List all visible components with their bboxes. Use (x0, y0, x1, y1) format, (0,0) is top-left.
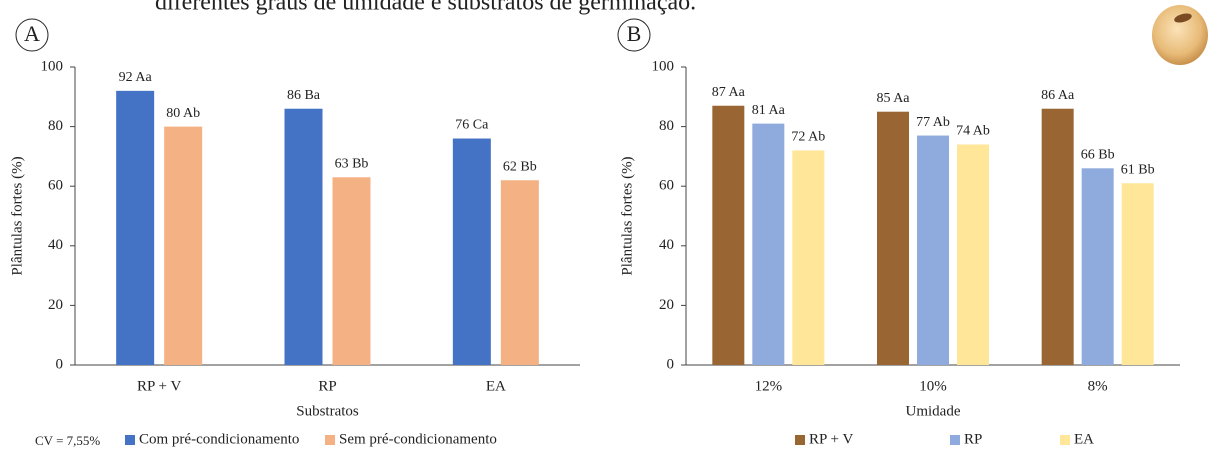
x-tick-label: 8% (1088, 378, 1108, 394)
caption: diferentes graus de umidade e substratos… (155, 0, 696, 16)
bar (1041, 108, 1074, 365)
x-tick-label: 12% (755, 378, 783, 394)
legend-label: Sem pré-condicionamento (339, 431, 497, 447)
legend-label: RP + V (809, 431, 853, 447)
annotation: CV = 7,55% (35, 433, 100, 448)
y-axis-title: Plântulas fortes (%) (619, 156, 635, 275)
x-axis-title: Substratos (296, 403, 359, 419)
bar (452, 138, 491, 365)
value-label: 63 Bb (335, 156, 369, 171)
panel-label: B (627, 21, 642, 46)
legend-swatch (795, 435, 805, 445)
value-label: 62 Bb (503, 159, 537, 174)
value-label: 77 Ab (916, 115, 950, 130)
bar (116, 90, 155, 365)
value-label: 74 Ab (956, 124, 990, 139)
legend-label: EA (1074, 431, 1094, 447)
bar (792, 150, 825, 365)
y-tick-label: 20 (659, 297, 674, 313)
y-tick-label: 80 (659, 118, 674, 134)
value-label: 61 Bb (1121, 162, 1155, 177)
legend-swatch (950, 435, 960, 445)
bar (917, 135, 949, 365)
panel-circle (617, 18, 651, 52)
bar (752, 123, 785, 366)
y-tick-label: 0 (56, 356, 64, 372)
value-label: 86 Aa (1041, 88, 1075, 103)
bar (877, 111, 909, 365)
y-tick-label: 20 (48, 297, 63, 313)
y-tick-label: 100 (41, 58, 64, 74)
value-label: 87 Aa (712, 85, 746, 100)
value-label: 76 Ca (455, 118, 489, 133)
x-tick-label: 10% (919, 378, 947, 394)
bar (332, 177, 371, 365)
bar (712, 105, 745, 366)
panel-label: A (24, 21, 40, 46)
x-axis-title: Umidade (906, 403, 961, 419)
value-label: 81 Aa (752, 103, 786, 118)
x-tick-label: EA (486, 378, 506, 394)
value-label: 85 Aa (876, 91, 910, 106)
seed-image (1152, 5, 1208, 65)
bar (1121, 183, 1154, 365)
legend-swatch (1060, 435, 1070, 445)
bar (957, 144, 989, 365)
y-tick-label: 0 (667, 356, 675, 372)
y-tick-label: 60 (659, 178, 674, 194)
legend-label: RP (964, 431, 982, 447)
bar (284, 108, 323, 365)
panel-circle (15, 18, 49, 52)
legend-label: Com pré-condicionamento (139, 431, 299, 447)
value-label: 92 Aa (119, 70, 153, 85)
legend-swatch (125, 435, 135, 445)
value-label: 72 Ab (791, 130, 825, 145)
y-tick-label: 40 (48, 237, 63, 253)
bar (1081, 168, 1114, 365)
bar (164, 126, 203, 365)
bar (500, 180, 539, 365)
value-label: 80 Ab (166, 106, 200, 121)
x-tick-label: RP (318, 378, 336, 394)
legend-swatch (325, 435, 335, 445)
y-axis-title: Plântulas fortes (%) (9, 156, 25, 275)
value-label: 86 Ba (287, 88, 321, 103)
y-tick-label: 100 (652, 58, 675, 74)
x-tick-label: RP + V (137, 378, 181, 394)
y-tick-label: 80 (48, 118, 63, 134)
y-tick-label: 40 (659, 237, 674, 253)
y-tick-label: 60 (48, 178, 63, 194)
value-label: 66 Bb (1081, 148, 1115, 163)
